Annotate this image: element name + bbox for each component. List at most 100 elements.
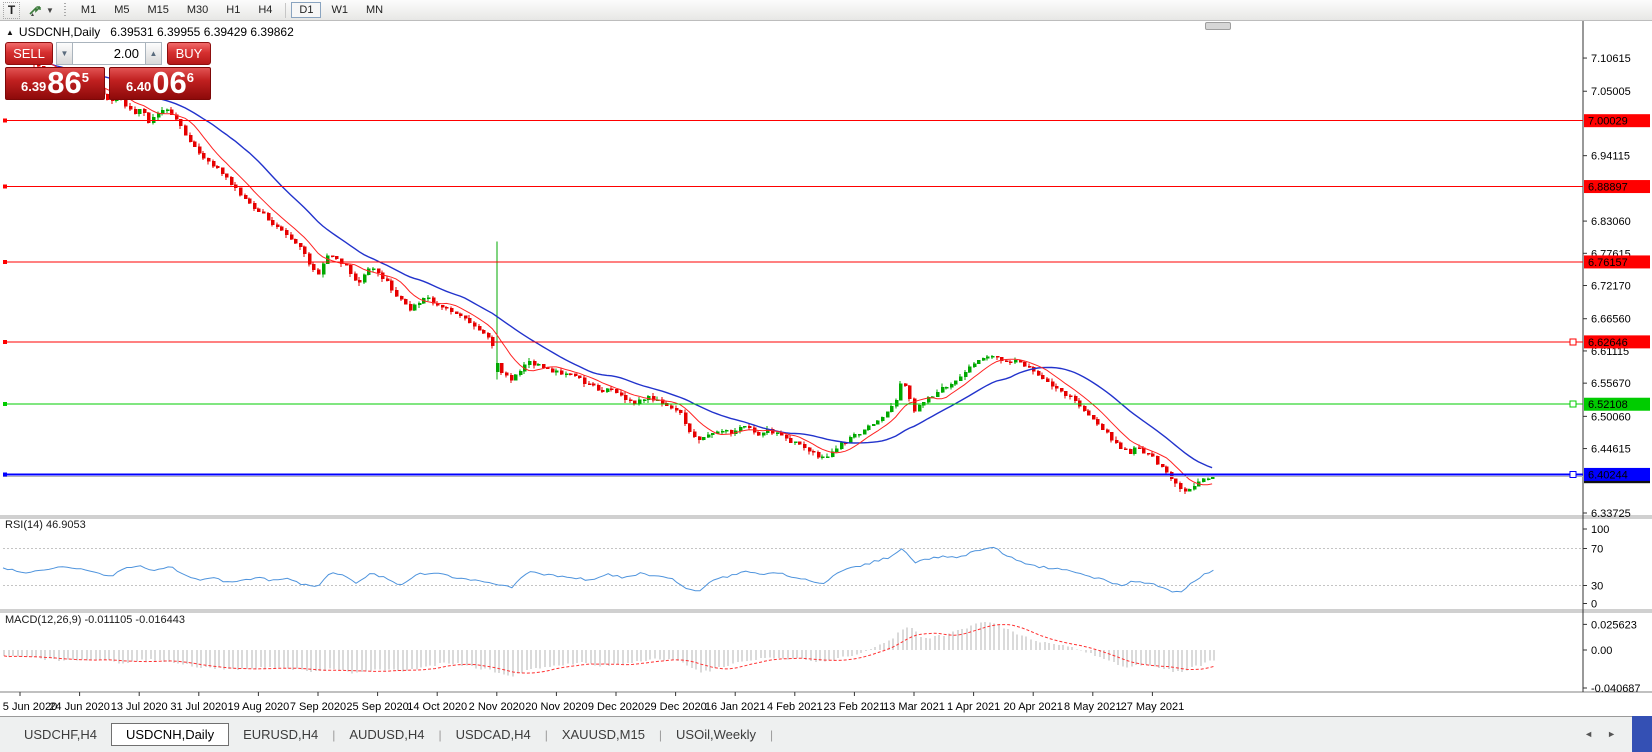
dropdown-caret-icon[interactable]: ▼: [46, 5, 54, 15]
svg-text:27 May 2021: 27 May 2021: [1121, 701, 1185, 713]
tab-divider: |: [438, 727, 442, 742]
chart-hscroll-thumb[interactable]: [1205, 22, 1231, 30]
level-handle-left[interactable]: [3, 339, 7, 344]
svg-text:23 Feb 2021: 23 Feb 2021: [824, 701, 886, 713]
chart-plot-area[interactable]: [3, 21, 1583, 692]
level-handle-left[interactable]: [3, 118, 7, 123]
tab-divider: |: [544, 727, 548, 742]
svg-text:0.00: 0.00: [1591, 645, 1612, 657]
svg-text:1 Apr 2021: 1 Apr 2021: [947, 701, 1000, 713]
timeframe-button-W1[interactable]: W1: [323, 2, 356, 18]
chart-tab-XAUUSD-M15[interactable]: XAUUSD,M15: [561, 727, 645, 742]
svg-text:9 Dec 2020: 9 Dec 2020: [588, 701, 644, 713]
svg-text:5 Jun 2020: 5 Jun 2020: [3, 701, 57, 713]
timeframe-button-M15[interactable]: M15: [139, 2, 176, 18]
level-handle-left[interactable]: [3, 259, 7, 264]
chart-tab-AUDUSD-H4[interactable]: AUDUSD,H4: [349, 727, 425, 742]
level-handle-left[interactable]: [3, 472, 7, 477]
svg-text:6.50060: 6.50060: [1591, 411, 1631, 423]
macd-axis: 0.025623 0.00 -0.040687: [1583, 619, 1641, 695]
level-handle-left[interactable]: [3, 402, 7, 407]
rsi-level-lines: [3, 548, 1583, 586]
svg-text:8 May 2021: 8 May 2021: [1064, 701, 1121, 713]
svg-text:16 Jan 2021: 16 Jan 2021: [705, 701, 766, 713]
svg-text:20 Nov 2020: 20 Nov 2020: [525, 701, 587, 713]
rsi-axis: 100 70 30 0: [1583, 524, 1609, 611]
volume-decrease-button[interactable]: ▼: [56, 42, 73, 65]
svg-text:4 Feb 2021: 4 Feb 2021: [767, 701, 823, 713]
level-handle-left[interactable]: [3, 184, 7, 189]
buy-price-display[interactable]: 6.40 06 6: [109, 67, 211, 100]
timeframe-button-D1[interactable]: D1: [291, 2, 322, 18]
top-toolbar: T ▼ M1 M5 M15 M30 H1 H4 D1 W1 MN: [0, 0, 1652, 21]
rsi-line: [2, 546, 1214, 593]
chart-tab-USDCAD-H4[interactable]: USDCAD,H4: [455, 727, 531, 742]
price-chart: 7.10615 7.05005 6.94115 6.83060 6.77615 6.721…: [0, 21, 1652, 716]
buy-price-sup: 6: [186, 70, 195, 85]
level-handle-right[interactable]: [1569, 470, 1577, 478]
volume-increase-button[interactable]: ▲: [145, 42, 162, 65]
level-price-label: [1584, 397, 1650, 411]
svg-text:2 Nov 2020: 2 Nov 2020: [469, 701, 525, 713]
chart-tab-EURUSD-H4[interactable]: EURUSD,H4: [243, 727, 319, 742]
level-lines: [3, 118, 1583, 478]
timeframe-button-MN[interactable]: MN: [358, 2, 391, 18]
svg-text:7.05005: 7.05005: [1591, 86, 1631, 98]
timeframe-button-M1[interactable]: M1: [73, 2, 104, 18]
svg-text:6.77615: 6.77615: [1591, 248, 1631, 260]
toolbar-grip: [63, 3, 66, 17]
timeframe-button-H4[interactable]: H4: [250, 2, 280, 18]
arrows-icon[interactable]: [24, 2, 45, 19]
chart-tab-USDCHF-H4[interactable]: USDCHF,H4: [24, 727, 97, 742]
svg-text:0.025623: 0.025623: [1591, 619, 1637, 631]
rsi-indicator-label: RSI(14) 46.9053: [5, 519, 86, 531]
svg-text:19 Aug 2020: 19 Aug 2020: [228, 701, 290, 713]
svg-text:7.00029: 7.00029: [1588, 116, 1628, 128]
panel-collapse-icon[interactable]: ▲: [6, 27, 14, 37]
chart-tab-USDCNH-Daily[interactable]: USDCNH,Daily: [110, 723, 230, 746]
level-handle-right[interactable]: [1569, 400, 1577, 408]
timeframe-button-M5[interactable]: M5: [106, 2, 137, 18]
text-tool-button[interactable]: T: [3, 1, 20, 19]
sell-price-big: 86: [47, 65, 82, 100]
corner-accent: [1632, 716, 1652, 752]
svg-text:6.76157: 6.76157: [1588, 257, 1628, 269]
buy-button[interactable]: BUY: [167, 42, 211, 65]
chart-tab-USOil-Weekly[interactable]: USOil,Weekly: [676, 727, 756, 742]
sell-price-display[interactable]: 6.39 86 5: [5, 67, 105, 100]
timeframe-button-M30[interactable]: M30: [179, 2, 216, 18]
svg-text:14 Oct 2020: 14 Oct 2020: [407, 701, 467, 713]
chart-tabs-bar: USDCHF,H4 USDCNH,Daily EURUSD,H4 | AUDUSD,H4…: [0, 716, 1652, 752]
svg-text:6.62646: 6.62646: [1588, 337, 1628, 349]
svg-text:31 Jul 2020: 31 Jul 2020: [170, 701, 227, 713]
chart-title: ▲ USDCNH,Daily 6.39531 6.39955 6.39429 6…: [6, 25, 294, 39]
tab-scroll-controls: ◄ ►: [1584, 729, 1616, 739]
svg-text:24 Jun 2020: 24 Jun 2020: [49, 701, 110, 713]
svg-text:0: 0: [1591, 599, 1597, 611]
buy-price-big: 06: [152, 65, 187, 100]
svg-text:6.88897: 6.88897: [1588, 182, 1628, 194]
volume-control: ▼ ▲: [56, 42, 162, 65]
macd-signal-line: [3, 624, 1215, 674]
chart-tabs: USDCHF,H4 USDCNH,Daily EURUSD,H4 | AUDUSD,H4…: [10, 723, 773, 746]
level-price-label: [1584, 255, 1650, 269]
tab-scroll-right-icon[interactable]: ►: [1607, 729, 1616, 739]
svg-text:6.66560: 6.66560: [1591, 314, 1631, 326]
svg-text:6.94115: 6.94115: [1591, 151, 1630, 163]
svg-text:6.72170: 6.72170: [1591, 281, 1631, 293]
svg-text:13 Mar 2021: 13 Mar 2021: [883, 701, 945, 713]
svg-text:6.83060: 6.83060: [1591, 216, 1631, 228]
level-handle-right[interactable]: [1569, 338, 1577, 346]
pane-frame: [0, 21, 1652, 693]
svg-text:6.52108: 6.52108: [1588, 399, 1628, 411]
sell-price-small: 6.39: [20, 79, 47, 94]
sell-price-sup: 5: [81, 70, 90, 85]
volume-input[interactable]: [73, 42, 145, 65]
tab-scroll-left-icon[interactable]: ◄: [1584, 729, 1594, 739]
sell-button[interactable]: SELL: [5, 42, 53, 65]
level-price-label: [1584, 114, 1650, 128]
svg-text:6.61115: 6.61115: [1591, 346, 1629, 358]
timeframe-button-H1[interactable]: H1: [218, 2, 248, 18]
ma-slow-line: [19, 55, 1213, 469]
